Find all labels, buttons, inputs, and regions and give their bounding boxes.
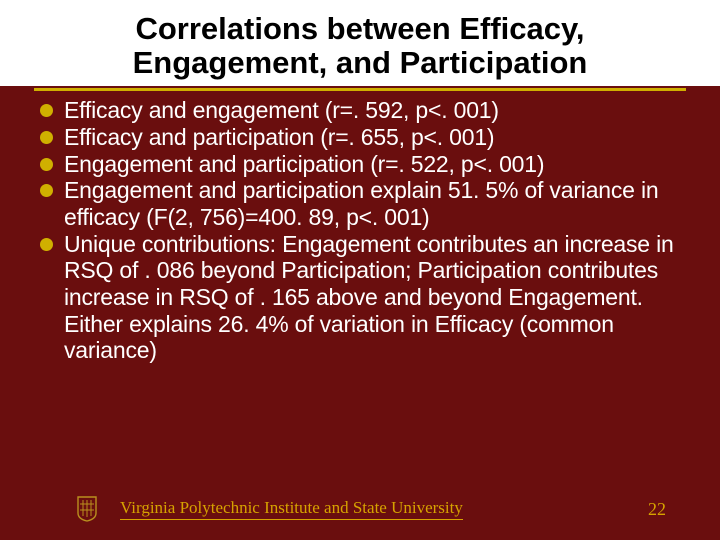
vt-logo-icon bbox=[76, 496, 98, 522]
page-number: 22 bbox=[648, 499, 666, 520]
bullet-item: Efficacy and participation (r=. 655, p<.… bbox=[38, 124, 682, 151]
bullet-item: Efficacy and engagement (r=. 592, p<. 00… bbox=[38, 97, 682, 124]
slide-title: Correlations between Efficacy, Engagemen… bbox=[60, 12, 660, 80]
bullet-item: Engagement and participation (r=. 522, p… bbox=[38, 151, 682, 178]
bullet-item: Engagement and participation explain 51.… bbox=[38, 177, 682, 230]
slide: Correlations between Efficacy, Engagemen… bbox=[0, 0, 720, 540]
content-area: Efficacy and engagement (r=. 592, p<. 00… bbox=[0, 91, 720, 540]
footer-institution: Virginia Polytechnic Institute and State… bbox=[120, 498, 463, 520]
bullet-item: Unique contributions: Engagement contrib… bbox=[38, 231, 682, 364]
bullet-list: Efficacy and engagement (r=. 592, p<. 00… bbox=[38, 97, 682, 364]
title-area: Correlations between Efficacy, Engagemen… bbox=[0, 0, 720, 86]
footer: Virginia Polytechnic Institute and State… bbox=[0, 496, 720, 522]
footer-left: Virginia Polytechnic Institute and State… bbox=[120, 496, 463, 522]
